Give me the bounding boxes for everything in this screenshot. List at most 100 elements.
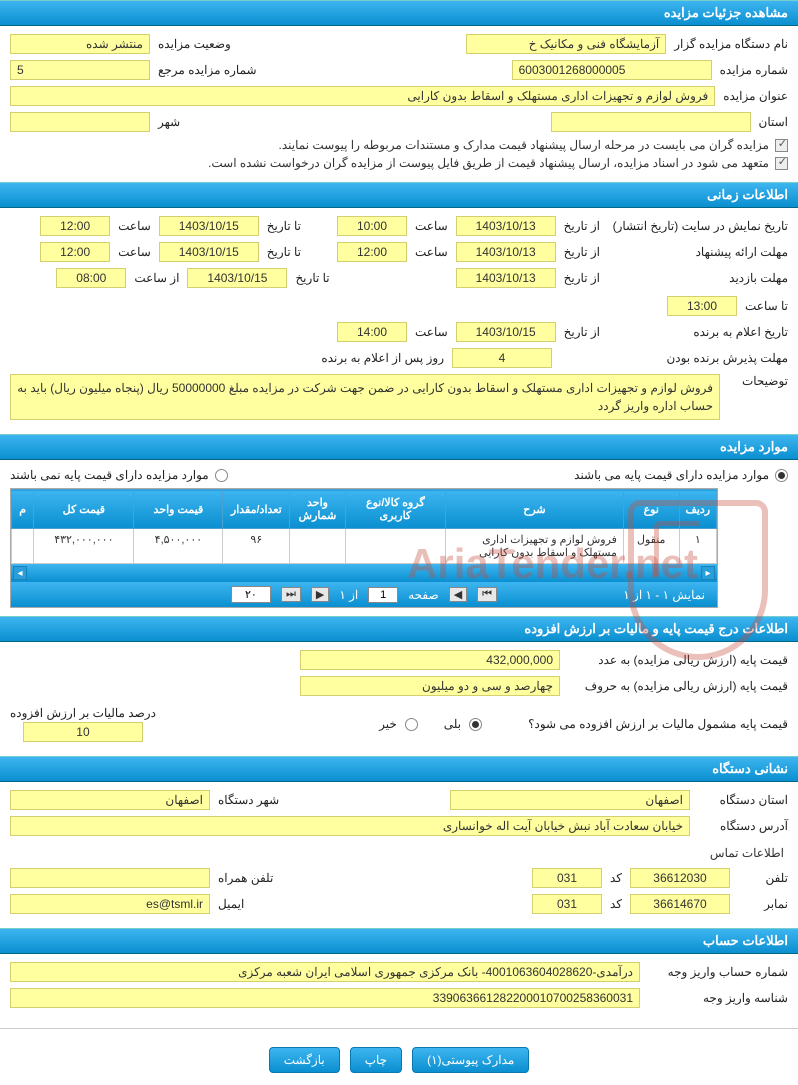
pager-first-icon[interactable]: ⏮ xyxy=(477,587,497,602)
acc-field: درآمدی-4001063604028620- بانک مرکزی جمهو… xyxy=(10,962,640,982)
visit-to-time: 13:00 xyxy=(667,296,737,316)
phone-code-field: 031 xyxy=(532,868,602,888)
opt-has-base-label: موارد مزایده دارای قیمت پایه می باشند xyxy=(574,468,769,482)
ref-field: 5 xyxy=(10,60,150,80)
title-field: فروش لوازم و تجهیزات اداری مستهلک و اسقا… xyxy=(10,86,715,106)
addr-city-label: شهر دستگاه xyxy=(218,793,279,807)
price-num-field: 432,000,000 xyxy=(300,650,560,670)
pager-prev-icon[interactable]: ◀ xyxy=(449,587,467,602)
to-label-2: تا تاریخ xyxy=(267,245,301,259)
province-label: استان xyxy=(759,115,788,129)
print-button[interactable]: چاپ xyxy=(350,1047,402,1073)
pager-last-icon[interactable]: ⏭ xyxy=(281,587,301,602)
phone-code-label: کد xyxy=(610,871,622,885)
items-col-6: قیمت واحد xyxy=(134,490,223,529)
attachments-button[interactable]: مدارک پیوستی(۱) xyxy=(412,1047,529,1073)
org-label: نام دستگاه مزایده گزار xyxy=(674,37,788,51)
addr-city-field: اصفهان xyxy=(10,790,210,810)
price-word-field: چهارصد و سی و دو میلیون xyxy=(300,676,560,696)
phone-label: تلفن xyxy=(738,871,788,885)
accid-field: 339063661282200010700258360031 xyxy=(10,988,640,1008)
vat-pct-label: درصد مالیات بر ارزش افزوده xyxy=(10,706,156,720)
addr-field: خیابان سعادت آباد نبش خیابان آیت اله خوا… xyxy=(10,816,690,836)
vat-q-label: قیمت پایه مشمول مالیات بر ارزش افزوده می… xyxy=(528,717,788,731)
accid-label: شناسه واریز وجه xyxy=(648,991,788,1005)
section-body-timing: تاریخ نمایش در سایت (تاریخ انتشار) از تا… xyxy=(0,208,798,434)
publish-from-time: 10:00 xyxy=(337,216,407,236)
pager-perpage[interactable]: ۲۰ xyxy=(231,586,271,603)
email-field: es@tsml.ir xyxy=(10,894,210,914)
price-word-label: قیمت پایه (ارزش ریالی مزایده) به حروف xyxy=(568,679,788,693)
pager-next-icon[interactable]: ▶ xyxy=(311,587,329,602)
vat-no-radio[interactable] xyxy=(405,718,418,731)
table-cell xyxy=(12,529,34,564)
fax-field: 36614670 xyxy=(630,894,730,914)
items-col-8: م xyxy=(12,490,34,529)
table-row: ۱منقولفروش لوازم و تجهیزات اداری مستهلک … xyxy=(12,529,717,564)
note1-checkbox xyxy=(775,139,788,152)
pager-page-label: صفحه xyxy=(408,588,438,602)
publish-from-date: 1403/10/13 xyxy=(456,216,556,236)
section-header-price: اطلاعات درج قیمت پایه و مالیات بر ارزش ا… xyxy=(0,616,798,642)
hour-label-5: ساعت xyxy=(415,325,448,339)
mobile-field xyxy=(10,868,210,888)
addr-province-field: اصفهان xyxy=(450,790,690,810)
winner-time: 14:00 xyxy=(337,322,407,342)
status-field: منتشر شده xyxy=(10,34,150,54)
vat-no-label: خیر xyxy=(379,717,397,731)
proposal-to-date: 1403/10/15 xyxy=(159,242,259,262)
hour-label-4: ساعت xyxy=(118,245,151,259)
to-hour-label: تا ساعت xyxy=(745,299,788,313)
pager-of-label: از ۱ xyxy=(339,588,358,602)
back-button[interactable]: بازگشت xyxy=(269,1047,340,1073)
table-cell: منقول xyxy=(623,529,679,564)
status-label: وضعیت مزایده xyxy=(158,37,231,51)
winner-date: 1403/10/15 xyxy=(456,322,556,342)
section-header-timing: اطلاعات زمانی xyxy=(0,182,798,208)
email-label: ایمیل xyxy=(218,897,244,911)
items-hscroll[interactable]: ▸ ◂ xyxy=(11,564,717,582)
note2-text: متعهد می شود در اسناد مزایده، ارسال پیشن… xyxy=(208,156,769,170)
proposal-from-date: 1403/10/13 xyxy=(456,242,556,262)
mobile-label: تلفن همراه xyxy=(218,871,273,885)
price-num-label: قیمت پایه (ارزش ریالی مزایده) به عدد xyxy=(568,653,788,667)
accept-suffix: روز پس از اعلام به برنده xyxy=(321,351,444,365)
radio-no-base[interactable] xyxy=(215,469,228,482)
visit-from-time: 08:00 xyxy=(56,268,126,288)
page-container: مشاهده جزئیات مزایده نام دستگاه مزایده گ… xyxy=(0,0,798,1085)
province-field xyxy=(551,112,751,132)
table-cell: ۱ xyxy=(679,529,716,564)
fax-code-label: کد xyxy=(610,897,622,911)
items-table-wrap: ردیفنوعشرحگروه کالا/نوع کاربریواحد شمارش… xyxy=(10,488,718,608)
scroll-right-icon[interactable]: ▸ xyxy=(701,566,715,580)
publish-to-date: 1403/10/15 xyxy=(159,216,259,236)
hour-label-3: ساعت xyxy=(415,245,448,259)
number-label: شماره مزایده xyxy=(720,63,788,77)
pager-summary: نمایش ۱ - ۱ از ۱ xyxy=(623,588,705,602)
from-label-1: از تاریخ xyxy=(564,219,600,233)
accept-days: 4 xyxy=(452,348,552,368)
fax-code-field: 031 xyxy=(532,894,602,914)
phone-field: 36612030 xyxy=(630,868,730,888)
section-header-details: مشاهده جزئیات مزایده xyxy=(0,0,798,26)
items-col-4: واحد شمارش xyxy=(290,490,346,529)
divider xyxy=(0,1028,798,1029)
to-label-1: تا تاریخ xyxy=(267,219,301,233)
winner-label: تاریخ اعلام به برنده xyxy=(608,325,788,339)
section-body-details: نام دستگاه مزایده گزار آزمایشگاه فنی و م… xyxy=(0,26,798,182)
section-body-address: استان دستگاه اصفهان شهر دستگاه اصفهان آد… xyxy=(0,782,798,928)
scroll-left-icon[interactable]: ◂ xyxy=(13,566,27,580)
table-cell xyxy=(345,529,445,564)
pager-page-input[interactable]: 1 xyxy=(368,587,398,603)
ref-label: شماره مزایده مرجع xyxy=(158,63,257,77)
vat-pct-field: 10 xyxy=(23,722,143,742)
table-cell: ۴,۵۰۰,۰۰۰ xyxy=(134,529,223,564)
desc-field: فروش لوازم و تجهیزات اداری مستهلک و اسقا… xyxy=(10,374,720,420)
visit-to-date: 1403/10/15 xyxy=(187,268,287,288)
accept-label: مهلت پذیرش برنده بودن xyxy=(608,351,788,365)
section-header-items: موارد مزایده xyxy=(0,434,798,460)
vat-yes-radio[interactable] xyxy=(469,718,482,731)
radio-has-base[interactable] xyxy=(775,469,788,482)
section-header-address: نشانی دستگاه xyxy=(0,756,798,782)
section-header-account: اطلاعات حساب xyxy=(0,928,798,954)
